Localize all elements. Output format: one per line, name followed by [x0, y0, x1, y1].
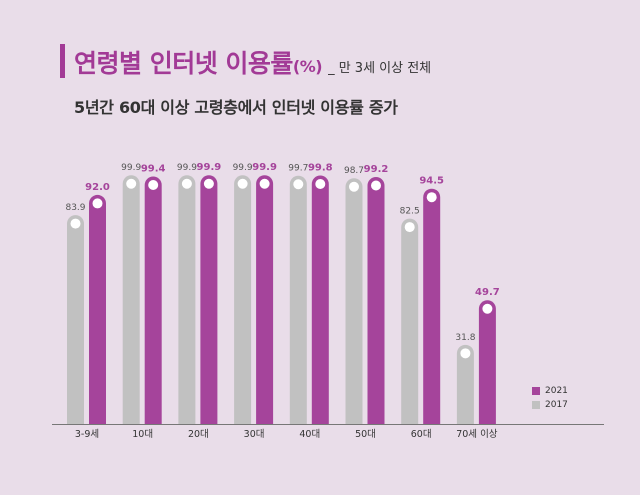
title-accent-bar	[60, 44, 65, 78]
x-tick-label-0: 3-9세	[75, 429, 99, 440]
bar-marker-2017-1	[126, 178, 137, 189]
data-label-2021-0: 92.0	[85, 182, 110, 193]
bar-2017-0	[67, 215, 84, 424]
bar-marker-2021-4	[315, 178, 326, 189]
bar-2021-6	[423, 188, 441, 424]
bar-marker-2017-3	[237, 178, 248, 189]
data-label-2017-3: 99.9	[233, 163, 253, 173]
chart-title: 연령별 인터넷 이용률(%) _ 만 3세 이상 전체	[74, 44, 431, 80]
legend-label-2021: 2021	[545, 386, 568, 396]
bar-2017-5	[345, 178, 363, 424]
data-label-2017-2: 99.9	[177, 163, 197, 173]
data-label-2021-4: 99.8	[308, 162, 333, 173]
bar-2021-7	[478, 300, 496, 424]
data-label-2021-6: 94.5	[419, 176, 444, 187]
bar-2017-6	[401, 218, 419, 424]
data-label-2017-4: 99.7	[288, 164, 308, 174]
bar-marker-2021-7	[482, 303, 493, 314]
bar-marker-2017-6	[404, 222, 415, 233]
legend: 2021 2017	[532, 384, 568, 412]
legend-item-2021: 2021	[532, 384, 568, 398]
legend-swatch-2021	[532, 387, 540, 395]
bar-2021-0	[89, 194, 106, 424]
x-tick-label-3: 30대	[244, 429, 265, 440]
bar-2021-3	[256, 175, 274, 424]
bar-marker-2021-3	[259, 178, 270, 189]
x-tick-label-7: 70세 이상	[456, 429, 498, 440]
bar-marker-2017-4	[293, 179, 304, 190]
x-tick-label-1: 10대	[132, 429, 153, 440]
x-tick-label-2: 20대	[188, 429, 209, 440]
bar-marker-2017-0	[70, 218, 81, 229]
x-tick-label-6: 60대	[411, 429, 432, 440]
chart-title-text: 연령별 인터넷 이용률	[74, 49, 293, 78]
bar-2021-1	[144, 176, 162, 424]
data-label-2017-7: 31.8	[455, 333, 475, 343]
bar-marker-2017-2	[181, 178, 192, 189]
legend-swatch-2017	[532, 401, 540, 409]
chart-title-note: _ 만 3세 이상 전체	[328, 61, 432, 76]
bar-2021-2	[200, 175, 218, 424]
x-tick-label-5: 50대	[355, 429, 376, 440]
data-label-2021-7: 49.7	[475, 287, 500, 298]
bar-marker-2021-0	[92, 198, 103, 209]
bar-marker-2017-7	[460, 348, 471, 359]
bar-2021-4	[311, 175, 329, 424]
data-label-2017-6: 82.5	[400, 207, 420, 217]
bar-2017-1	[122, 175, 140, 424]
bar-2017-7	[456, 344, 474, 424]
bar-marker-2021-5	[371, 180, 381, 191]
bar-2017-2	[178, 175, 196, 424]
data-label-2017-5: 98.7	[344, 166, 364, 176]
data-label-2017-1: 99.9	[121, 163, 141, 173]
bar-marker-2021-1	[148, 179, 159, 190]
bar-2017-3	[234, 175, 252, 424]
bar-2017-4	[289, 175, 307, 424]
data-label-2017-0: 83.9	[65, 203, 85, 213]
bar-marker-2017-5	[349, 181, 359, 192]
chart-title-unit: (%)	[292, 57, 323, 76]
bar-marker-2021-2	[203, 178, 214, 189]
bar-2021-5	[367, 176, 385, 424]
data-label-2021-1: 99.4	[141, 163, 166, 174]
legend-label-2017: 2017	[545, 400, 568, 410]
data-label-2021-3: 99.9	[252, 162, 277, 173]
chart-subtitle: 5년간 60대 이상 고령층에서 인터넷 이용률 증가	[74, 98, 398, 117]
x-tick-label-4: 40대	[299, 429, 320, 440]
data-label-2021-5: 99.2	[364, 164, 389, 175]
data-label-2021-2: 99.9	[197, 162, 222, 173]
bar-marker-2021-6	[426, 192, 437, 203]
legend-item-2017: 2017	[532, 398, 568, 412]
